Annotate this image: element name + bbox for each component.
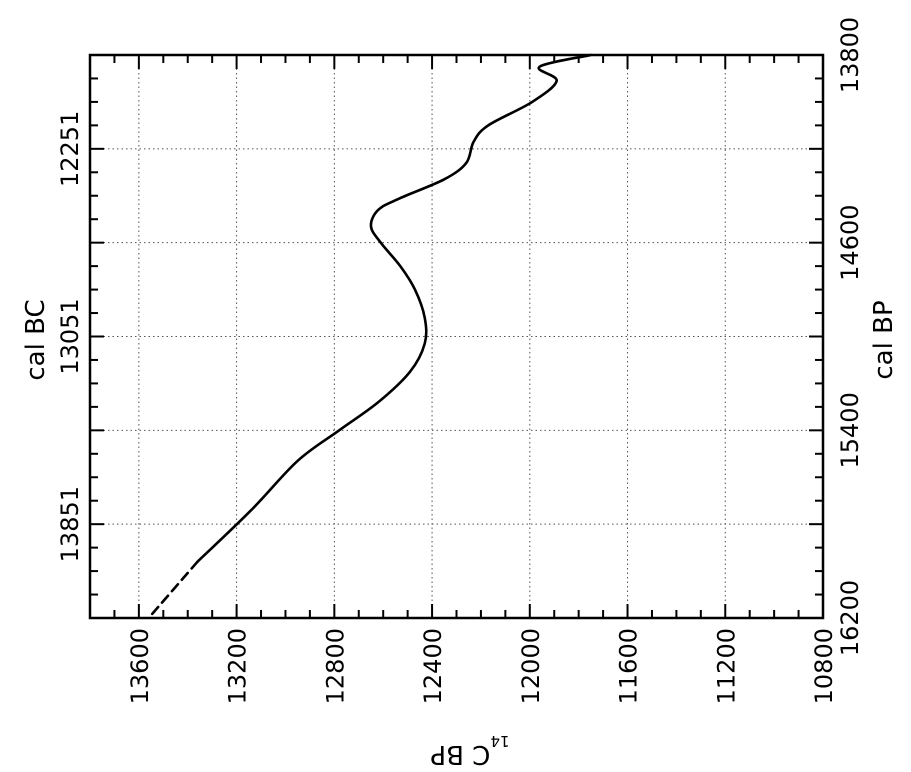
y-right-axis-title: cal BP	[869, 300, 899, 379]
right-tick-label: 14600	[836, 204, 864, 280]
minor-ticks	[89, 55, 823, 618]
calibration-curve-dashed	[147, 560, 199, 620]
tick-labels: 13600 13200 12800 12400 12000 11600 11200 10800…	[56, 17, 864, 705]
y-left-axis-title: cal BC	[21, 299, 51, 380]
left-tick-label: 13851	[56, 486, 84, 562]
x-tick-label: 13600	[126, 628, 154, 704]
x-tick-label: 10800	[810, 628, 838, 704]
x-axis-title: 14C BP	[430, 732, 509, 769]
x-tick-label: 11600	[615, 628, 643, 704]
x-tick-label: 12400	[419, 628, 447, 704]
x-tick-label: 11200	[712, 628, 740, 704]
left-tick-label: 13051	[56, 298, 84, 374]
x-axis-title-superscript: 14	[490, 732, 509, 750]
x-tick-label: 13200	[224, 628, 252, 704]
x-tick-label: 12800	[321, 628, 349, 704]
x-axis-title-main: C BP	[430, 739, 490, 769]
x-tick-label: 12000	[517, 628, 545, 704]
right-tick-label: 16200	[836, 580, 864, 656]
plot-frame	[88, 53, 825, 620]
right-tick-label: 15400	[836, 392, 864, 468]
calibration-curve	[196, 53, 593, 563]
left-tick-label: 12251	[56, 111, 84, 187]
data-series	[147, 53, 593, 620]
right-tick-label: 13800	[836, 17, 864, 93]
grid-lines	[90, 55, 823, 618]
